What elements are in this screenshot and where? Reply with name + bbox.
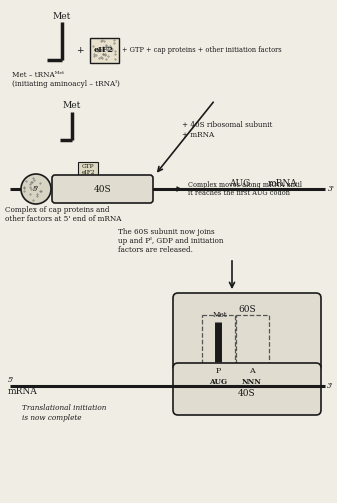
Text: Met: Met [63, 101, 81, 110]
Text: The 60S subunit now joins: The 60S subunit now joins [118, 228, 215, 236]
Text: mRNA: mRNA [8, 387, 38, 396]
Text: eIF2: eIF2 [94, 46, 114, 54]
FancyBboxPatch shape [173, 363, 321, 415]
Text: 5': 5' [33, 185, 39, 193]
Text: 3': 3' [327, 382, 333, 390]
Text: 60S: 60S [238, 305, 256, 314]
Text: Complex moves along mRNA until: Complex moves along mRNA until [188, 181, 302, 189]
Text: +: + [76, 45, 84, 54]
FancyBboxPatch shape [52, 175, 153, 203]
Text: other factors at 5' end of mRNA: other factors at 5' end of mRNA [5, 215, 122, 223]
Text: 40S: 40S [238, 389, 256, 398]
Text: (initiating aminoacyl – tRNAᴵ): (initiating aminoacyl – tRNAᴵ) [12, 80, 120, 88]
Circle shape [21, 174, 51, 204]
Text: it reaches the first AUG codon: it reaches the first AUG codon [188, 189, 290, 197]
Text: A: A [249, 367, 255, 375]
Text: Met – tRNAᴹᵉᵗ: Met – tRNAᴹᵉᵗ [12, 71, 64, 79]
Text: + GTP + cap proteins + other initiation factors: + GTP + cap proteins + other initiation … [122, 46, 282, 54]
Text: + mRNA: + mRNA [182, 131, 214, 139]
Text: is now complete: is now complete [22, 414, 82, 422]
Text: P: P [215, 367, 221, 375]
Text: AUG: AUG [209, 378, 227, 386]
Text: factors are released.: factors are released. [118, 246, 193, 254]
Text: up and Pᴵ, GDP and initiation: up and Pᴵ, GDP and initiation [118, 237, 223, 245]
Text: Met: Met [213, 311, 227, 319]
FancyBboxPatch shape [173, 293, 321, 371]
FancyBboxPatch shape [90, 38, 119, 62]
Text: 5': 5' [8, 376, 14, 384]
Text: Complex of cap proteins and: Complex of cap proteins and [5, 206, 110, 214]
Text: 3': 3' [328, 185, 335, 193]
Text: Met: Met [53, 12, 71, 21]
Text: NNN: NNN [242, 378, 262, 386]
Text: GTP: GTP [82, 164, 94, 170]
Text: AUG: AUG [229, 180, 251, 189]
Text: + 40S ribosomal subunit: + 40S ribosomal subunit [182, 121, 272, 129]
Text: eIF2: eIF2 [81, 171, 95, 176]
FancyBboxPatch shape [78, 161, 98, 178]
Text: 40S: 40S [94, 185, 111, 194]
Text: mRNA: mRNA [268, 180, 298, 189]
Text: Translational initiation: Translational initiation [22, 404, 106, 412]
